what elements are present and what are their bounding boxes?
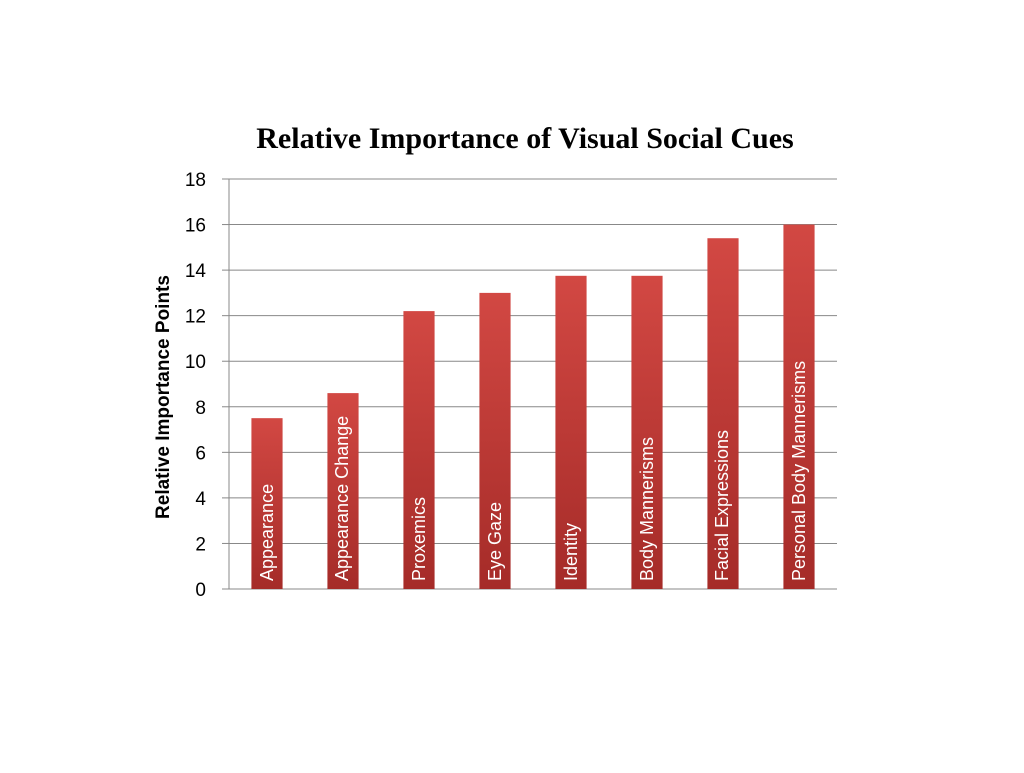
y-tick-label: 8 xyxy=(195,398,206,419)
bar xyxy=(783,224,815,590)
bars xyxy=(251,224,815,590)
bar-label: Body Mannerisms xyxy=(637,437,657,581)
bar-label: Eye Gaze xyxy=(485,502,505,581)
y-tick-label: 4 xyxy=(195,489,206,510)
bar-label: Appearance Change xyxy=(332,416,352,581)
bar-label: Identity xyxy=(561,523,581,581)
grid-lines xyxy=(229,178,837,544)
y-tick-label: 6 xyxy=(195,443,206,464)
bar-label: Facial Expressions xyxy=(712,430,732,581)
y-axis-title: Relative Importance Points xyxy=(153,275,174,519)
y-tick-label: 12 xyxy=(185,307,206,328)
bar-label: Appearance xyxy=(257,484,277,581)
y-tick-label: 18 xyxy=(185,170,206,191)
bar-label: Proxemics xyxy=(409,497,429,581)
bar xyxy=(403,311,435,589)
y-tick-label: 2 xyxy=(195,534,206,555)
axes xyxy=(222,178,837,590)
chart-title: Relative Importance of Visual Social Cue… xyxy=(256,122,793,155)
bar-labels: Appearance Appearance Change Proxemics Eye … xyxy=(257,361,809,581)
bar xyxy=(327,393,359,589)
y-tick-labels: 0 2 4 6 8 10 12 14 16 18 xyxy=(185,170,207,601)
bar xyxy=(479,292,511,589)
bar xyxy=(251,418,283,589)
y-tick-label: 10 xyxy=(185,352,206,373)
y-tick-label: 0 xyxy=(195,580,206,601)
y-tick-label: 16 xyxy=(185,216,206,237)
bar xyxy=(631,275,663,589)
y-tick-label: 14 xyxy=(185,261,207,282)
bar-label: Personal Body Mannerisms xyxy=(789,361,809,581)
bar xyxy=(555,275,587,589)
bar xyxy=(707,238,739,589)
